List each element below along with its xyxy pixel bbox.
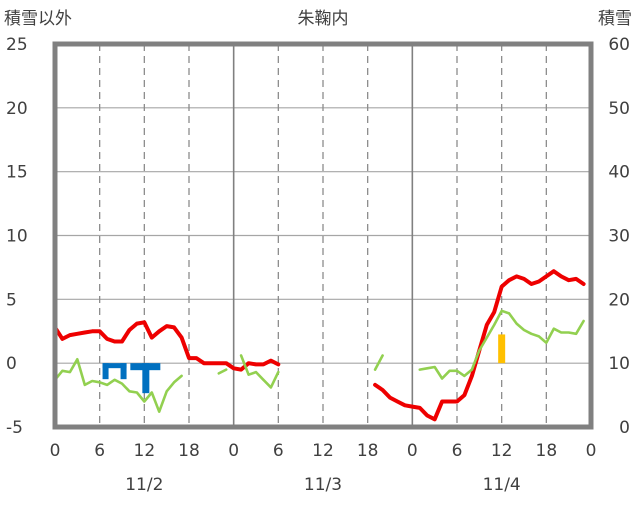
x-tick: 6 [452, 441, 463, 461]
x-tick: 0 [50, 441, 61, 461]
left-axis-label: 積雪以外 [4, 9, 72, 29]
x-tick: 0 [407, 441, 418, 461]
chart-title: 朱鞠内 [298, 9, 349, 29]
y-right-tick: 10 [608, 354, 630, 374]
x-tick: 12 [312, 441, 334, 461]
data-layer [53, 269, 586, 429]
date-label: 11/3 [304, 475, 342, 495]
series-line-0 [373, 269, 586, 422]
series-line-0 [53, 320, 281, 372]
plot-frame [52, 41, 594, 430]
series-line-1 [217, 368, 228, 375]
series-line-1 [418, 309, 585, 380]
x-tick: 18 [536, 441, 558, 461]
x-tick: 18 [178, 441, 200, 461]
date-label: 11/2 [125, 475, 163, 495]
marker-leg [120, 363, 127, 380]
x-tick: 12 [134, 441, 156, 461]
x-tick: 0 [228, 441, 239, 461]
y-right-tick: 0 [619, 418, 630, 438]
y-left-tick: 10 [6, 227, 28, 247]
blue-marker [130, 363, 161, 394]
blue-marker [102, 363, 127, 380]
x-tick: 12 [491, 441, 513, 461]
marker-leg [102, 363, 109, 380]
y-left-tick: 0 [6, 354, 17, 374]
marker-bar [102, 363, 127, 369]
grid [55, 44, 591, 427]
y-right-tick: 60 [608, 35, 630, 55]
marker-stem [142, 363, 150, 394]
y-right-tick: 50 [608, 99, 630, 119]
series-line-1 [373, 354, 384, 371]
snow-bar [498, 334, 506, 364]
x-tick: 6 [94, 441, 105, 461]
y-left-tick: 25 [6, 35, 28, 55]
y-left-tick: 20 [6, 99, 28, 119]
date-label: 11/4 [483, 475, 521, 495]
right-axis-label: 積雪 [598, 9, 632, 29]
y-right-tick: 30 [608, 227, 630, 247]
x-tick: 0 [586, 441, 597, 461]
series-line-1 [239, 354, 280, 389]
y-left-tick: -5 [6, 418, 23, 438]
y-left-tick: 5 [6, 290, 17, 310]
y-right-tick: 20 [608, 290, 630, 310]
x-tick: 18 [357, 441, 379, 461]
series-line-1 [53, 358, 183, 413]
y-left-tick: 15 [6, 163, 28, 183]
y-right-tick: 40 [608, 163, 630, 183]
x-tick: 6 [273, 441, 284, 461]
